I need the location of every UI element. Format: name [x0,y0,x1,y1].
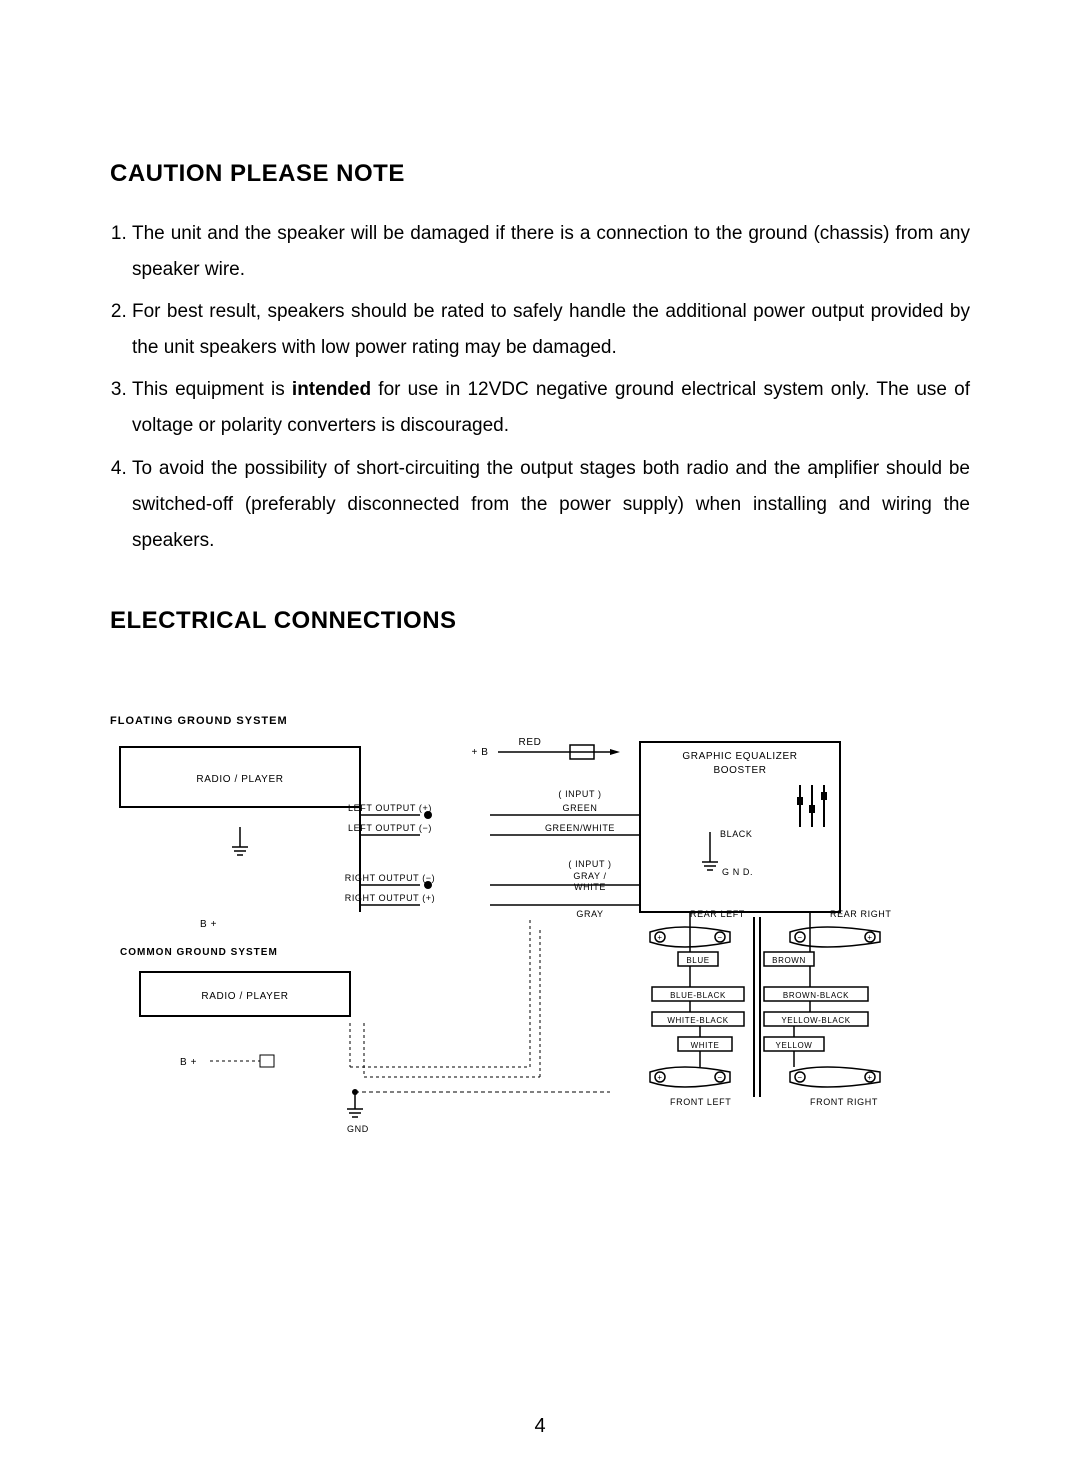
front-left-label: FRONT LEFT [670,1097,731,1107]
yellow-black-label: YELLOW-BLACK [781,1016,850,1025]
gnd-2-label: G N D. [722,867,753,877]
eq-label-2: BOOSTER [713,765,766,776]
svg-text:+: + [657,1073,662,1082]
svg-text:+: + [657,933,662,942]
wiring-diagram: FLOATING GROUND SYSTEM RADIO / PLAYER + … [110,715,970,1162]
page-number: 4 [0,1415,1080,1438]
radio-player-label: RADIO / PLAYER [196,774,283,785]
electrical-heading: ELECTRICAL CONNECTIONS [110,607,970,635]
floating-ground-label: FLOATING GROUND SYSTEM [110,715,970,727]
eq-label-1: GRAPHIC EQUALIZER [682,751,797,762]
radio-player-label-2: RADIO / PLAYER [201,991,288,1002]
front-right-label: FRONT RIGHT [810,1097,878,1107]
caution-item-4: To avoid the possibility of short-circui… [132,451,970,559]
brown-black-label: BROWN-BLACK [783,991,849,1000]
svg-text:+: + [867,1073,872,1082]
plus-b-label: + B [471,747,488,758]
caution-item-2: For best result, speakers should be rate… [132,294,970,366]
white-label: WHITE [691,1041,720,1050]
gray-label: GRAY [576,909,603,919]
caution-list: The unit and the speaker will be damaged… [110,216,970,559]
diagram-svg: RADIO / PLAYER + B RED GRAPHIC EQUALIZER… [110,737,970,1157]
black-label: BLACK [720,829,753,839]
red-wire-label: RED [519,737,542,748]
caution-item-1: The unit and the speaker will be damaged… [132,216,970,288]
svg-text:−: − [717,933,722,942]
svg-text:−: − [797,1073,802,1082]
white-black-label: WHITE-BLACK [667,1016,728,1025]
green-white-label: GREEN/WHITE [545,823,615,833]
caution-3b: intended [292,379,371,400]
caution-item-3: This equipment is intended for use in 12… [132,372,970,444]
gray-white-a: GRAY / [573,871,606,881]
input-label-2: ( INPUT ) [568,859,611,869]
caution-3a: This equipment is [132,379,292,400]
right-out-neg-label: RIGHT OUTPUT (−) [345,873,436,883]
b-plus-label-1: B + [200,919,217,930]
svg-text:+: + [867,933,872,942]
common-ground-label: COMMON GROUND SYSTEM [120,947,278,958]
brown-label: BROWN [772,956,806,965]
right-out-pos-label: RIGHT OUTPUT (+) [345,893,436,903]
rear-left-label: REAR LEFT [690,909,745,919]
svg-text:−: − [797,933,802,942]
blue-label: BLUE [686,956,709,965]
gnd-label: GND [347,1124,369,1134]
caution-heading: CAUTION PLEASE NOTE [110,160,970,188]
yellow-label: YELLOW [776,1041,813,1050]
b-plus-label-2: B + [180,1057,197,1068]
svg-text:−: − [717,1073,722,1082]
gray-white-b: WHITE [574,882,606,892]
green-label: GREEN [562,803,597,813]
rear-right-label: REAR RIGHT [830,909,892,919]
input-label-1: ( INPUT ) [558,789,601,799]
blue-black-label: BLUE-BLACK [670,991,726,1000]
